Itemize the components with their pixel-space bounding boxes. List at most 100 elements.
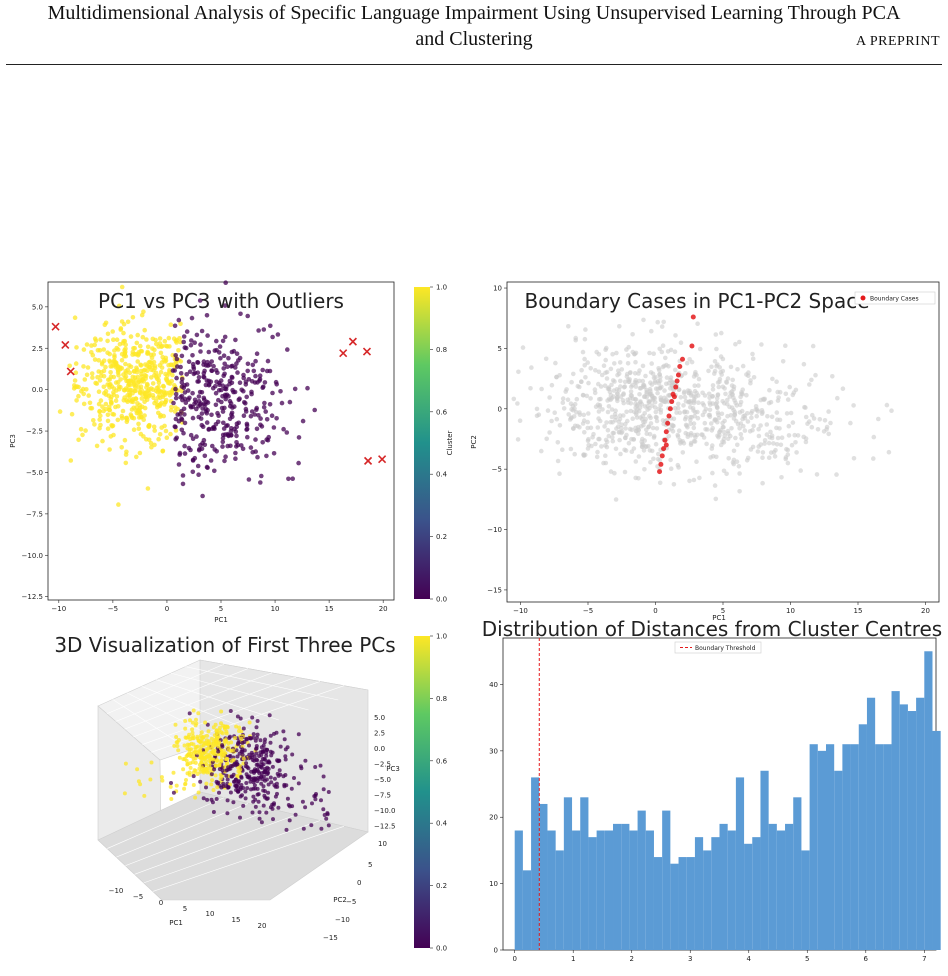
data-point [160, 778, 165, 783]
data-point [111, 386, 117, 391]
data-point [731, 416, 737, 421]
data-point [691, 374, 697, 379]
data-point [735, 442, 740, 448]
data-point [206, 729, 211, 734]
data-point [759, 342, 764, 347]
data-point [579, 379, 584, 385]
data-point [217, 763, 222, 768]
data-point [724, 401, 730, 407]
y-axis-label: PC3 [9, 434, 17, 448]
data-point [189, 747, 194, 752]
data-point [182, 443, 187, 449]
data-point [696, 383, 701, 388]
data-point [633, 359, 638, 365]
data-point [276, 773, 281, 778]
data-point [127, 390, 132, 395]
data-point [176, 462, 182, 467]
data-point [205, 770, 210, 775]
data-point [182, 383, 187, 388]
data-point [118, 326, 124, 331]
data-point [774, 379, 779, 385]
data-point [709, 364, 714, 370]
data-point [595, 425, 601, 430]
data-point [707, 400, 712, 405]
data-point [91, 418, 96, 423]
data-point [99, 360, 105, 365]
data-point [209, 772, 214, 777]
data-point [557, 423, 563, 428]
data-point [238, 716, 243, 721]
data-point [664, 381, 669, 387]
data-point [175, 744, 180, 748]
data-point [274, 730, 279, 735]
data-point [617, 360, 623, 365]
data-point [211, 425, 217, 431]
data-point [201, 359, 207, 364]
data-point [593, 404, 599, 410]
data-point [755, 409, 761, 414]
data-point [593, 368, 598, 373]
data-point [183, 719, 188, 723]
data-point [256, 799, 261, 804]
data-point [660, 343, 666, 349]
data-point [511, 396, 517, 402]
x-tick-label: −5 [583, 607, 593, 615]
x-tick-label: −10 [109, 887, 124, 895]
data-point [202, 442, 208, 448]
data-point [662, 388, 667, 393]
data-point [628, 389, 634, 394]
data-point [125, 319, 131, 325]
data-point [76, 437, 81, 443]
data-point [261, 803, 266, 808]
data-point [204, 785, 208, 790]
data-point [260, 440, 266, 445]
data-point [729, 389, 735, 394]
data-point [204, 378, 210, 383]
data-point [197, 402, 203, 408]
data-point [516, 369, 521, 375]
data-point [96, 401, 102, 407]
data-point [615, 391, 620, 397]
data-point [213, 383, 218, 389]
data-point [214, 728, 219, 733]
data-point [724, 471, 729, 477]
histogram-bar [866, 697, 876, 950]
data-point [744, 392, 749, 398]
data-point [735, 367, 740, 372]
data-point [886, 449, 892, 455]
data-point [251, 780, 256, 785]
grid-line [107, 797, 225, 849]
colorbar-tick-label: 1.0 [436, 284, 447, 292]
data-point [135, 332, 140, 338]
histogram-bar [785, 823, 794, 950]
data-point [187, 395, 192, 401]
data-point [67, 363, 72, 369]
data-point [81, 401, 87, 407]
histogram-bar [604, 830, 614, 950]
panel-pc1-pc3: PC1 vs PC3 with Outliers −10 −5 0 5 10 15 20 5.… [9, 280, 454, 624]
data-point [650, 371, 656, 377]
histogram-bar [801, 850, 810, 950]
data-point [261, 327, 267, 332]
data-point [145, 486, 151, 491]
data-point [278, 744, 283, 749]
data-point [256, 328, 261, 333]
data-point [321, 774, 326, 779]
data-point [159, 344, 164, 350]
x-tick-label: 20 [258, 922, 267, 930]
data-point [250, 715, 255, 720]
data-point [783, 456, 788, 462]
data-point [710, 470, 715, 476]
data-point [746, 373, 751, 379]
data-point [657, 346, 662, 352]
data-point [285, 796, 290, 801]
data-point [238, 311, 243, 317]
data-point [603, 370, 608, 376]
data-point [192, 455, 198, 461]
data-point [764, 422, 770, 427]
data-point [264, 810, 269, 815]
data-point [195, 772, 200, 776]
data-point [595, 449, 600, 455]
data-point [766, 440, 772, 446]
histogram-bar [703, 850, 712, 950]
